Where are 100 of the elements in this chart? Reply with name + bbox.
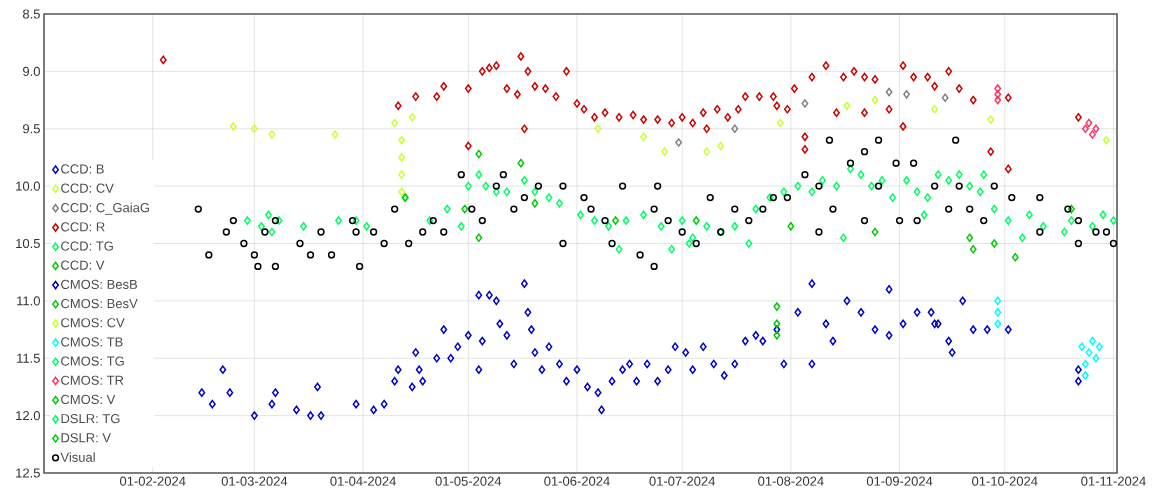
y-tick-label: 8.5 — [22, 9, 40, 19]
point — [731, 124, 739, 134]
point — [980, 170, 988, 179]
point — [1088, 336, 1096, 346]
point — [391, 118, 399, 128]
point — [941, 93, 949, 103]
y-tick-label: 9.5 — [23, 124, 40, 134]
point — [927, 307, 935, 317]
y-tick-label: 10.5 — [16, 238, 40, 249]
point — [994, 307, 1002, 317]
point — [594, 124, 602, 134]
x-tick-label: 01-09-2024 — [866, 476, 933, 486]
point — [885, 87, 893, 97]
point — [717, 141, 725, 151]
point — [994, 296, 1002, 306]
legend-label: DSLR: V — [61, 433, 111, 443]
legend-label: CMOS: V — [61, 394, 116, 405]
legend-label: CMOS: TG — [61, 356, 124, 366]
x-tick-label: 01-08-2024 — [758, 476, 824, 486]
y-tick-label: 11.5 — [17, 353, 40, 363]
point — [1074, 365, 1082, 375]
point — [398, 170, 406, 179]
x-tick-label: 01-03-2024 — [221, 476, 288, 486]
point — [1060, 227, 1068, 237]
point — [1092, 353, 1100, 363]
point — [668, 244, 676, 254]
x-tick-label: 01-11-2024 — [1081, 476, 1146, 486]
legend-label: CMOS: BesV — [61, 298, 138, 309]
point — [615, 244, 623, 254]
point — [640, 132, 648, 142]
point — [1103, 135, 1110, 145]
point — [994, 319, 1002, 329]
legend-label: CCD: TG — [61, 241, 113, 251]
point — [331, 130, 339, 139]
point — [1078, 342, 1086, 352]
point — [1081, 124, 1089, 134]
legend-label: CMOS: TB — [61, 337, 123, 347]
point — [801, 99, 809, 108]
point — [461, 204, 469, 214]
point — [1096, 342, 1103, 352]
y-tick-label: 9.0 — [23, 66, 40, 76]
x-tick-label: 01-07-2024 — [649, 476, 716, 486]
point — [920, 210, 928, 220]
point — [994, 95, 1002, 105]
legend-label: CCD: CV — [61, 183, 114, 193]
point — [685, 239, 693, 248]
point — [931, 104, 939, 114]
point — [1088, 130, 1096, 139]
point — [840, 233, 847, 243]
x-tick-label: 01-05-2024 — [435, 476, 502, 486]
point — [1018, 233, 1026, 243]
legend-label: CMOS: TR — [61, 375, 124, 385]
point — [990, 239, 998, 248]
point — [1081, 359, 1089, 369]
point — [475, 149, 483, 159]
point — [475, 233, 483, 243]
point — [398, 187, 406, 197]
point — [871, 227, 879, 237]
x-tick-label: 01-04-2024 — [330, 476, 396, 486]
point — [229, 122, 237, 131]
point — [966, 233, 974, 243]
legend-label: CCD: C_GaiaG — [61, 202, 150, 215]
legend-label: CCD: R — [61, 222, 105, 232]
legend-label: Visual — [60, 452, 95, 462]
point — [987, 115, 995, 124]
point — [1092, 124, 1100, 134]
y-tick-label: 12.0 — [16, 411, 40, 421]
point — [1081, 371, 1089, 380]
point — [675, 138, 683, 147]
point — [1085, 118, 1093, 128]
legend-label: CCD: V — [61, 260, 105, 270]
point — [1011, 252, 1019, 262]
x-tick-label: 01-10-2024 — [972, 476, 1038, 486]
y-tick-label: 12.5 — [16, 468, 40, 478]
point — [408, 112, 416, 122]
point — [1085, 348, 1093, 357]
y-tick-label: 10.0 — [16, 181, 40, 191]
point — [871, 95, 879, 105]
legend-label: CMOS: CV — [61, 318, 125, 328]
x-tick-label: 01-02-2024 — [119, 476, 186, 486]
point — [517, 158, 525, 168]
legend-label: CCD: B — [61, 164, 104, 174]
point — [692, 216, 700, 225]
legend-label: DSLR: TG — [61, 414, 120, 424]
point — [903, 89, 911, 99]
point — [843, 101, 851, 111]
legend-label: CMOS: BesB — [61, 279, 138, 289]
point — [531, 198, 539, 208]
point — [250, 124, 258, 134]
point — [268, 130, 276, 139]
y-tick-label: 11.0 — [17, 296, 40, 306]
point — [773, 302, 781, 311]
point — [398, 153, 406, 162]
point — [612, 216, 620, 225]
x-tick-label: 01-06-2024 — [544, 476, 610, 486]
point — [398, 135, 406, 145]
point — [661, 147, 669, 157]
point — [703, 147, 711, 157]
point — [969, 244, 977, 254]
point — [776, 118, 784, 128]
